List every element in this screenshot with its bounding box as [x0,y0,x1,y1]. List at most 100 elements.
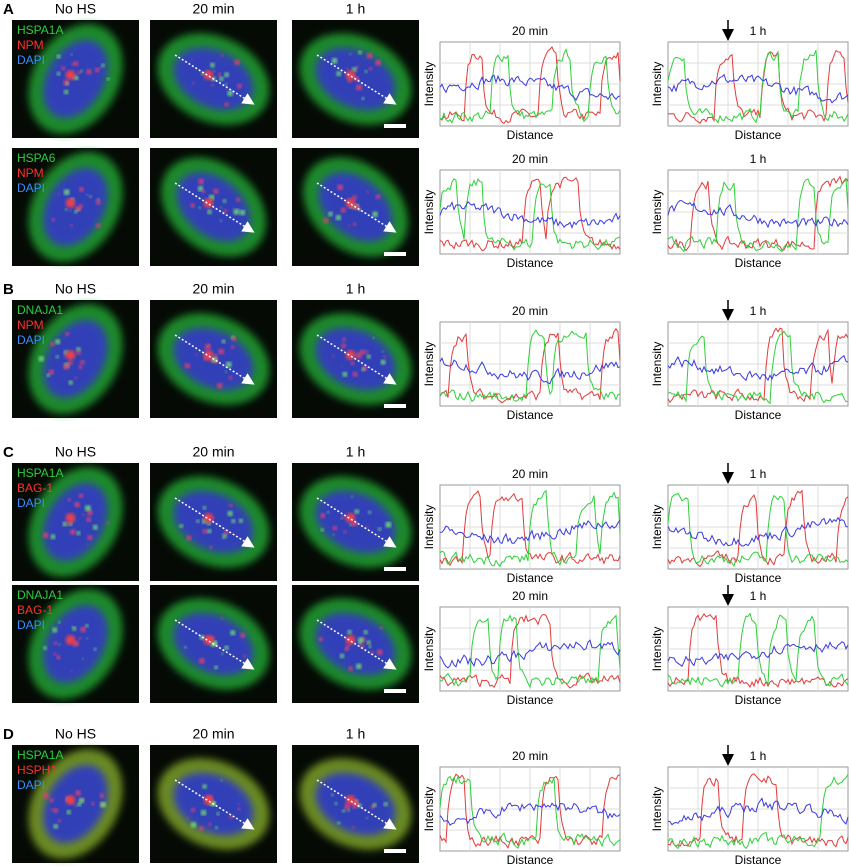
spot [75,76,79,80]
profile-curve [439,327,621,404]
spot [202,784,207,789]
profile-curve [667,641,849,667]
spot [57,819,61,823]
spot [342,371,348,377]
profile-curve [439,48,621,124]
profile-curve [667,774,849,850]
micrograph [12,148,139,266]
nucleolus [345,70,356,80]
spot [201,189,206,194]
spot [204,344,211,350]
spot [372,803,377,808]
nucleolus [203,795,214,805]
spot [336,71,342,77]
profile-curve [667,797,849,826]
line-scan [174,182,255,233]
spot [385,521,392,528]
spot [366,52,373,59]
stain-label: DAPI [17,618,45,632]
spot [349,523,352,526]
nucleolus [345,350,356,360]
spot [191,58,194,61]
spot [78,187,84,192]
spot [359,644,365,649]
nucleolus [203,350,214,360]
spot [190,203,195,208]
x-axis-label: Distance [507,408,554,422]
spot [43,646,47,650]
x-axis-label: Distance [735,571,782,585]
line-scan [316,619,397,670]
spot [198,178,204,185]
spot [326,510,330,514]
panel-letter: D [3,726,14,743]
spot [348,223,351,227]
spot [368,66,373,71]
spot [73,209,78,214]
spot [80,360,85,365]
spot [365,816,369,820]
spot [69,209,72,212]
profile-curve [667,73,849,104]
spot [186,817,189,820]
spot [43,791,47,796]
plot-title: 20 min [512,589,548,603]
spot [89,195,92,198]
spot [219,76,224,82]
spot [347,809,350,812]
spot [65,81,69,86]
spot [70,529,76,535]
spot [239,209,246,216]
micrograph [292,148,419,266]
spot [61,66,66,71]
spot [207,209,212,215]
profile-curve [439,519,621,544]
spot [361,367,366,372]
panel-letter: C [3,444,14,461]
spot [341,343,346,349]
spot [220,53,224,57]
spot [352,195,357,201]
spot [340,365,343,368]
spot [346,67,349,70]
spot [208,822,212,826]
plot-title: 1 h [750,467,767,481]
spot [372,336,375,340]
spot [217,72,222,77]
spot [101,63,105,68]
spot [224,645,229,651]
x-axis-label: Distance [735,408,782,422]
spot [63,89,69,95]
spot [214,665,218,670]
spot [219,219,223,222]
spot [75,642,79,646]
spot [337,184,343,191]
spot [355,352,362,359]
spot [80,69,83,73]
micrograph [150,20,277,138]
spot [228,376,233,380]
spot [350,361,355,366]
spot [344,803,351,810]
column-header: 20 min [192,444,234,460]
plot-title: 20 min [512,152,548,166]
spot [184,645,187,649]
spot [91,801,95,806]
spot [331,57,338,64]
spot [357,50,362,55]
stain-label: HSPA6 [17,151,56,165]
plot-title: 20 min [512,24,548,38]
spot [199,657,205,664]
spot [74,502,80,508]
nucleus [43,320,108,398]
nucleolus [345,513,356,523]
y-axis-label: Intensity [650,787,664,832]
nucleolus [65,70,76,80]
column-header: 20 min [192,1,234,17]
spot [220,206,223,209]
x-axis-label: Distance [735,693,782,707]
spot [382,355,386,359]
spot [352,804,357,809]
micrograph [292,585,419,703]
line-scan [174,779,255,830]
